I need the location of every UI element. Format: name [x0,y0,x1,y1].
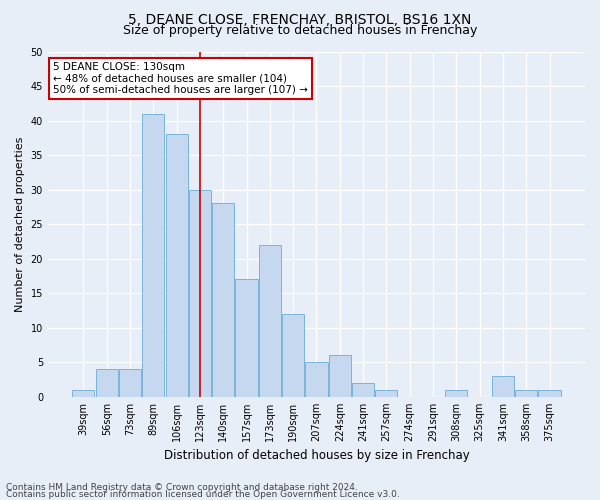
Bar [352,383,374,397]
Bar [259,245,281,397]
Bar [538,390,560,397]
Text: Size of property relative to detached houses in Frenchay: Size of property relative to detached ho… [123,24,477,37]
Bar [95,369,118,397]
Bar [212,204,235,397]
Bar [329,356,351,397]
Bar [305,362,328,397]
X-axis label: Distribution of detached houses by size in Frenchay: Distribution of detached houses by size … [164,450,469,462]
Bar [445,390,467,397]
Bar [119,369,141,397]
Bar [73,390,94,397]
Bar [235,280,257,397]
Text: Contains HM Land Registry data © Crown copyright and database right 2024.: Contains HM Land Registry data © Crown c… [6,484,358,492]
Bar [142,114,164,397]
Text: 5 DEANE CLOSE: 130sqm
← 48% of detached houses are smaller (104)
50% of semi-det: 5 DEANE CLOSE: 130sqm ← 48% of detached … [53,62,308,95]
Y-axis label: Number of detached properties: Number of detached properties [15,136,25,312]
Bar [515,390,537,397]
Bar [282,314,304,397]
Bar [492,376,514,397]
Bar [189,190,211,397]
Text: 5, DEANE CLOSE, FRENCHAY, BRISTOL, BS16 1XN: 5, DEANE CLOSE, FRENCHAY, BRISTOL, BS16 … [128,12,472,26]
Bar [376,390,397,397]
Bar [166,134,188,397]
Text: Contains public sector information licensed under the Open Government Licence v3: Contains public sector information licen… [6,490,400,499]
